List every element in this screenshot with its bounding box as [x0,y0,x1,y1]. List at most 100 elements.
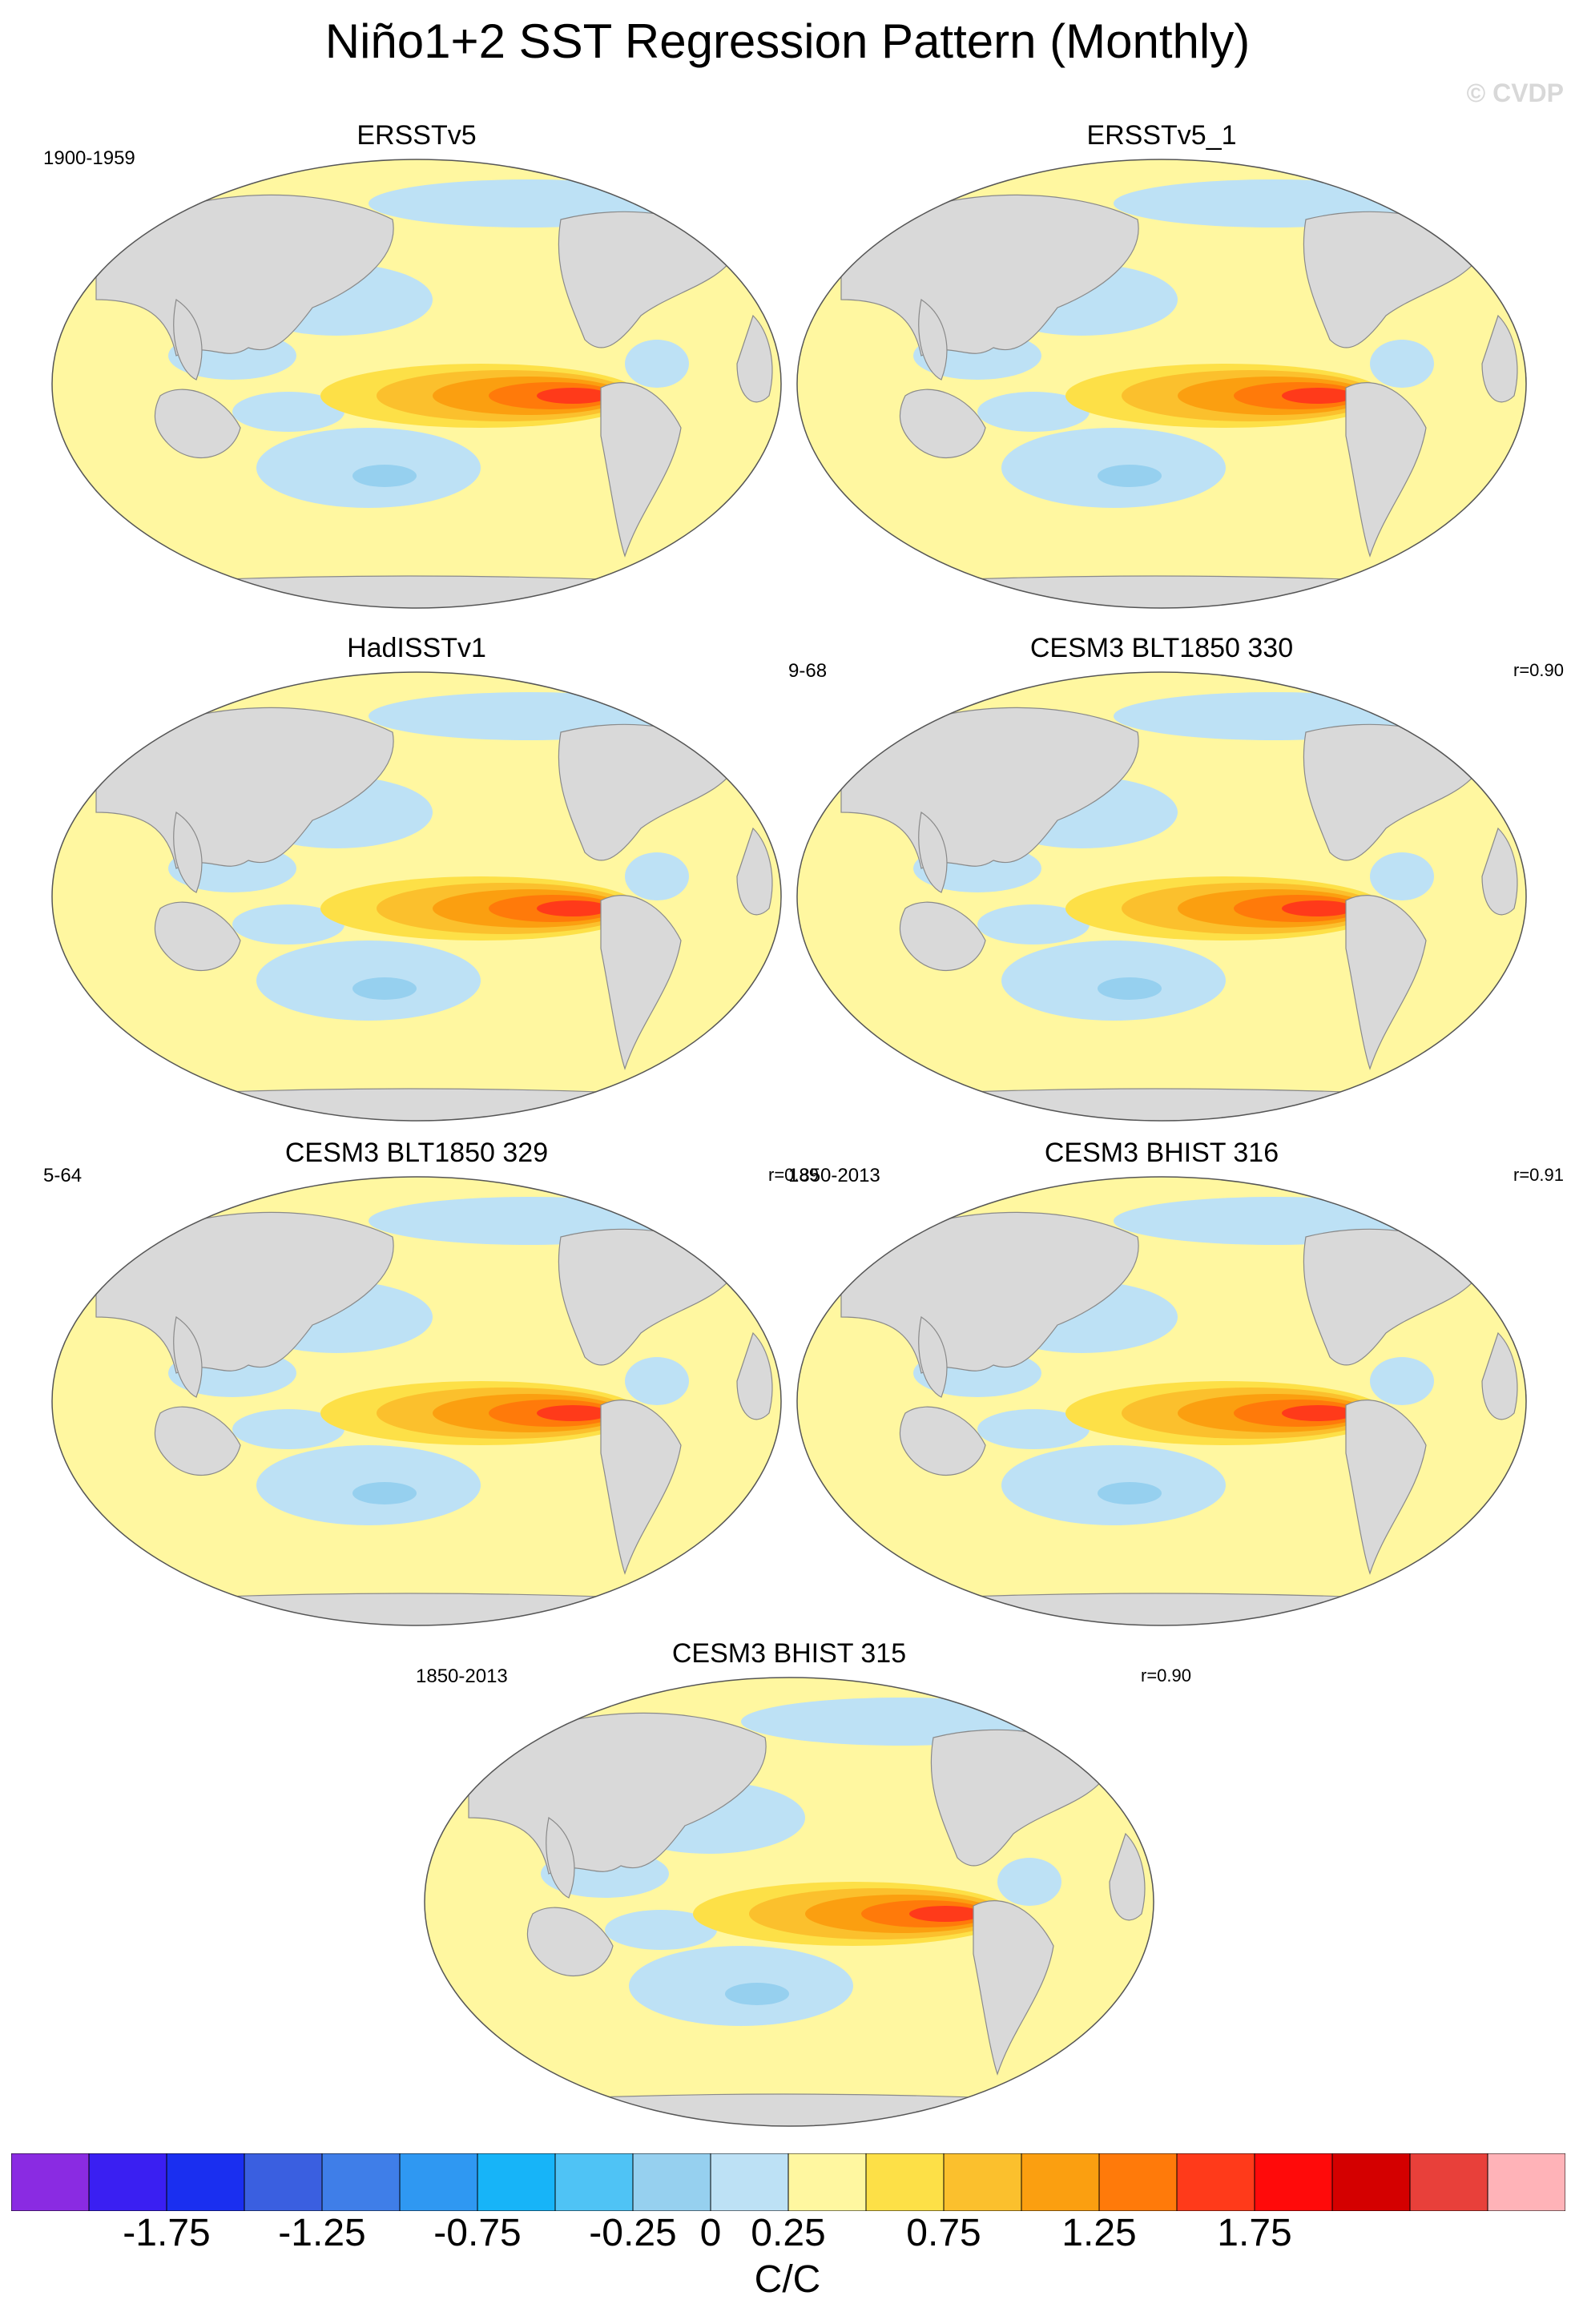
land-mass [840,1211,1139,1374]
land-mass [173,1316,203,1398]
colorbar-swatch [244,2153,323,2211]
land-mass [1109,1832,1146,1921]
negative-anomaly-region [997,1858,1061,1906]
positive-anomaly-contour [1282,1405,1354,1421]
colorbar-swatch [710,2153,789,2211]
land-mass [840,194,1139,356]
colorbar-swatch [632,2153,711,2211]
land-mass [899,389,986,458]
map-plot [796,671,1527,1122]
page-title: Niño1+2 SST Regression Pattern (Monthly) [324,14,1251,68]
positive-anomaly-contour [1282,900,1354,916]
map-outline [51,671,782,1122]
panel-title: HadISSTv1 [347,633,486,663]
negative-anomaly-region [977,392,1090,432]
negative-anomaly-region [1370,340,1434,388]
colorbar [11,2153,1565,2211]
land-mass [797,575,1526,608]
negative-anomaly-core [1098,977,1162,1000]
map-outline [796,159,1527,609]
land-mass [1345,382,1427,558]
colorbar-swatch [88,2153,167,2211]
colorbar-tick-label: 0 [699,2212,722,2254]
negative-anomaly-region [977,1409,1090,1449]
land-mass [918,812,948,893]
land-mass [600,382,682,558]
colorbar-labels: -1.75 -1.25 -0.75 -0.25 0 0.25 0.75 1.25 1.75 [0,2211,1575,2259]
panel-correlation: r=0.91 [1513,1165,1564,1185]
colorbar-swatch [865,2153,945,2211]
land-mass [736,314,773,403]
colorbar-tick-label: 0.75 [906,2212,981,2254]
land-mass [1481,827,1518,916]
map-plot [51,1176,782,1626]
land-mass [840,707,1139,869]
colorbar-swatch [1098,2153,1178,2211]
panel-correlation: r=0.90 [1141,1665,1191,1686]
land-mass [154,389,241,458]
colorbar-swatch [788,2153,867,2211]
panel-correlation: r=0.89 [768,1165,819,1185]
land-mass [918,299,948,381]
land-mass [52,575,781,608]
map-outline [51,1176,782,1626]
colorbar-swatch [11,2153,90,2211]
negative-anomaly-region [1370,1357,1434,1405]
negative-anomaly-region [625,1357,689,1405]
map-outline [51,159,782,609]
colorbar-tick-label: -1.75 [123,2212,211,2254]
colorbar-tick-label: 1.75 [1217,2212,1292,2254]
land-mass [1345,895,1427,1070]
negative-anomaly-core [352,465,417,487]
colorbar-swatch [1021,2153,1100,2211]
map-panel: CESM3 BLT1850 329 5-64 r=0.89 [43,1138,819,1634]
negative-anomaly-region [232,392,344,432]
map-plot [51,671,782,1122]
colorbar-swatch [166,2153,245,2211]
land-mass [797,1593,1526,1625]
negative-anomaly-core [352,1482,417,1504]
map-outline [796,1176,1527,1626]
land-mass [973,1900,1054,2076]
negative-anomaly-region [232,904,344,945]
colorbar-swatch [1487,2153,1565,2211]
land-mass [899,901,986,971]
positive-anomaly-contour [537,1405,609,1421]
land-mass [600,895,682,1070]
panel-title: CESM3 BLT1850 330 [1029,633,1294,663]
map-plot [51,159,782,609]
land-mass [736,827,773,916]
land-mass [52,1088,781,1121]
panel-title: CESM3 BHIST 316 [1044,1138,1279,1168]
map-outline [796,671,1527,1122]
map-plot [796,1176,1527,1626]
land-mass [52,1593,781,1625]
positive-anomaly-contour [1282,388,1354,404]
land-mass [736,1331,773,1420]
land-mass [1481,314,1518,403]
panel-period: 9-68 [788,660,828,682]
colorbar-swatch [1254,2153,1333,2211]
land-mass [154,901,241,971]
colorbar-swatch [1331,2153,1411,2211]
panel-period: 5-64 [43,1165,83,1186]
map-panel: ERSSTv5_1 [793,120,1530,617]
colorbar-swatch [399,2153,478,2211]
colorbar-swatch [1176,2153,1255,2211]
colorbar-swatch [321,2153,401,2211]
colorbar-tick-label: -1.25 [278,2212,366,2254]
negative-anomaly-core [352,977,417,1000]
map-panel: ERSSTv5 1900-1959 [43,120,785,617]
positive-anomaly-contour [537,900,609,916]
colorbar-tick-label: 1.25 [1061,2212,1137,2254]
negative-anomaly-region [977,904,1090,945]
land-mass [173,299,203,381]
land-mass [95,1211,394,1374]
panel-period: 1900-1959 [43,147,135,169]
negative-anomaly-region [232,1409,344,1449]
land-mass [173,812,203,893]
colorbar-swatch [554,2153,634,2211]
panel-title: ERSSTv5_1 [1086,120,1237,151]
panel-period: 1850-2013 [788,1165,880,1186]
negative-anomaly-region [625,852,689,900]
